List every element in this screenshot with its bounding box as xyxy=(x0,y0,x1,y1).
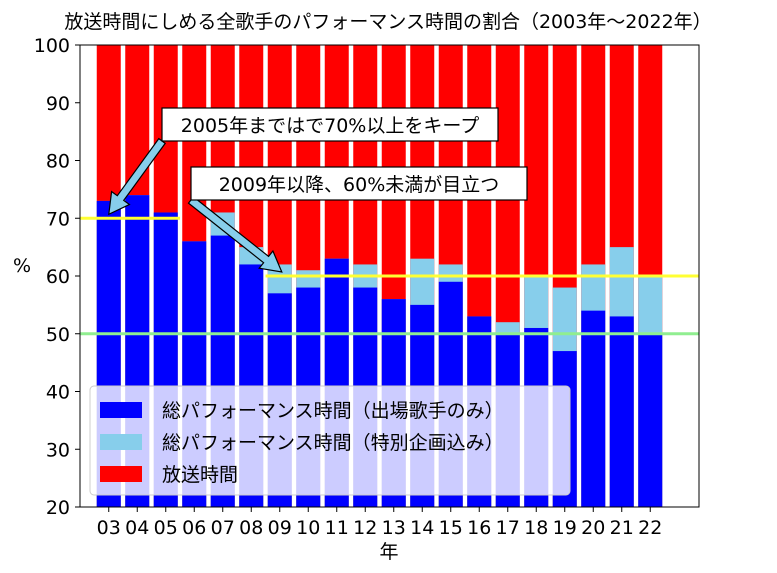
x-axis: 03 04 05 06 07 08 09 10 11 12 13 14 15 16 17 18 19 20 21 22 xyxy=(97,507,662,539)
x-tick-label-08: 08 xyxy=(239,517,263,539)
annotation-box-1 xyxy=(190,166,528,201)
x-tick-label-17: 17 xyxy=(496,517,520,539)
annotation-text-0: 2005年まではで70%以上をキープ xyxy=(181,115,479,137)
y-tick-label-30: 30 xyxy=(46,439,70,461)
y-tick-label-90: 90 xyxy=(46,93,70,115)
bar-s2-20 xyxy=(581,310,606,507)
legend-label-1: 総パフォーマンス時間（特別企画込み） xyxy=(162,432,504,454)
bar-s2-22 xyxy=(638,333,663,507)
x-tick-label-21: 21 xyxy=(610,517,634,539)
annotation-box-0 xyxy=(161,107,499,142)
y-tick-label-40: 40 xyxy=(46,382,70,404)
x-tick-label-19: 19 xyxy=(553,517,577,539)
y-tick-label-60: 60 xyxy=(46,266,70,288)
x-tick-label-11: 11 xyxy=(325,517,349,539)
reference-lines xyxy=(80,216,699,336)
x-tick-label-05: 05 xyxy=(154,517,178,539)
y-axis-label: % xyxy=(13,255,31,277)
legend-swatch-1 xyxy=(100,434,142,450)
y-tick-label-70: 70 xyxy=(46,208,70,230)
x-tick-label-14: 14 xyxy=(410,517,434,539)
x-tick-label-10: 10 xyxy=(296,517,320,539)
y-tick-label-100: 100 xyxy=(34,35,70,57)
legend-swatch-0 xyxy=(100,466,142,482)
chart-title: 放送時間にしめる全歌手のパフォーマンス時間の割合（2003年〜2022年） xyxy=(64,11,711,33)
x-axis-label: 年 xyxy=(379,541,398,563)
annotation-arrow-1 xyxy=(187,196,283,273)
legend-box xyxy=(89,385,571,496)
bar-s2-21 xyxy=(609,316,634,507)
x-tick-label-15: 15 xyxy=(439,517,463,539)
x-tick-label-13: 13 xyxy=(382,517,406,539)
annotation-arrow-0 xyxy=(108,137,167,216)
x-tick-label-20: 20 xyxy=(581,517,605,539)
y-tick-label-50: 50 xyxy=(46,324,70,346)
legend-swatch-2 xyxy=(100,402,142,418)
x-tick-label-06: 06 xyxy=(182,517,206,539)
x-tick-label-16: 16 xyxy=(467,517,491,539)
legend: 総パフォーマンス時間（出場歌手のみ） 総パフォーマンス時間（特別企画込み） 放送時間 xyxy=(89,385,571,496)
x-tick-label-04: 04 xyxy=(125,517,149,539)
annotation-text-1: 2009年以降、60%未満が目立つ xyxy=(219,174,500,196)
y-tick-label-80: 80 xyxy=(46,151,70,173)
y-tick-label-20: 20 xyxy=(46,497,70,519)
x-tick-label-22: 22 xyxy=(638,517,662,539)
x-tick-label-09: 09 xyxy=(268,517,292,539)
x-tick-label-07: 07 xyxy=(211,517,235,539)
legend-label-2: 総パフォーマンス時間（出場歌手のみ） xyxy=(162,400,504,422)
x-tick-label-18: 18 xyxy=(524,517,548,539)
x-tick-label-12: 12 xyxy=(353,517,377,539)
legend-label-0: 放送時間 xyxy=(162,464,238,486)
y-axis: 20 30 40 50 60 70 80 90 100 xyxy=(34,35,80,519)
annotations: 2005年まではで70%以上をキープ 2009年以降、60%未満が目立つ xyxy=(108,107,528,273)
x-tick-label-03: 03 xyxy=(97,517,121,539)
